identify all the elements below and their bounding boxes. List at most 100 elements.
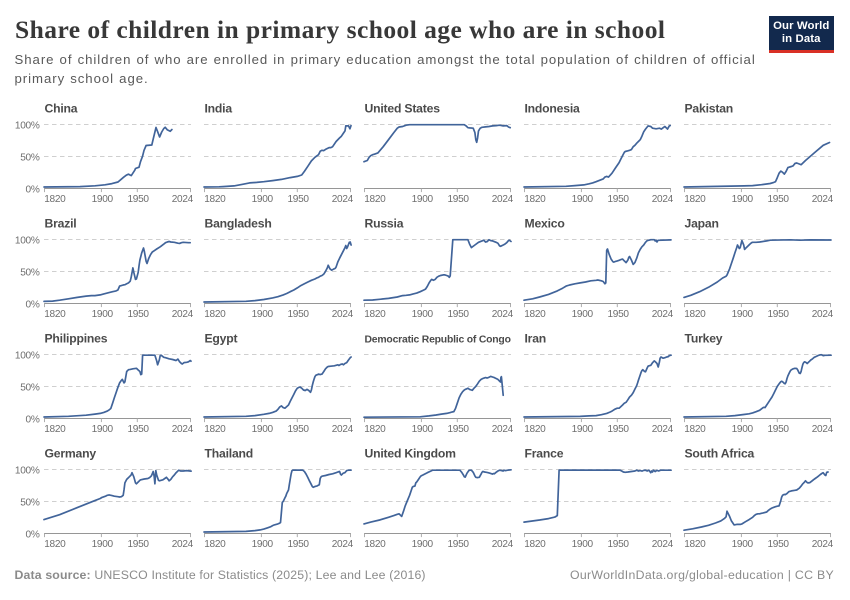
svg-text:1950: 1950	[127, 309, 149, 320]
svg-text:1950: 1950	[607, 539, 629, 550]
svg-text:1820: 1820	[44, 309, 66, 320]
svg-text:Egypt: Egypt	[205, 332, 238, 346]
svg-text:1950: 1950	[127, 194, 149, 205]
svg-text:Japan: Japan	[685, 217, 719, 231]
svg-text:Pakistan: Pakistan	[685, 102, 734, 116]
svg-text:1950: 1950	[767, 424, 789, 435]
svg-text:1820: 1820	[44, 424, 66, 435]
svg-text:Bangladesh: Bangladesh	[205, 217, 272, 231]
svg-text:1820: 1820	[684, 309, 706, 320]
svg-text:1900: 1900	[92, 424, 114, 435]
svg-text:Russia: Russia	[365, 217, 404, 231]
svg-text:1820: 1820	[684, 539, 706, 550]
svg-text:Turkey: Turkey	[685, 332, 723, 346]
svg-text:1820: 1820	[204, 424, 226, 435]
svg-text:1950: 1950	[607, 309, 629, 320]
svg-text:1820: 1820	[524, 424, 546, 435]
svg-text:2024: 2024	[172, 539, 194, 550]
svg-text:1900: 1900	[412, 424, 434, 435]
svg-text:China: China	[45, 102, 78, 116]
svg-text:1820: 1820	[684, 194, 706, 205]
svg-text:1820: 1820	[364, 309, 386, 320]
svg-text:0%: 0%	[26, 415, 40, 426]
svg-text:2024: 2024	[332, 539, 354, 550]
svg-text:2024: 2024	[652, 194, 674, 205]
svg-text:France: France	[525, 447, 564, 461]
svg-text:1820: 1820	[524, 539, 546, 550]
svg-text:South Africa: South Africa	[685, 447, 755, 461]
svg-text:1820: 1820	[684, 424, 706, 435]
svg-text:Iran: Iran	[525, 332, 547, 346]
svg-text:1900: 1900	[252, 539, 274, 550]
svg-text:1950: 1950	[287, 309, 309, 320]
svg-text:1950: 1950	[287, 424, 309, 435]
svg-text:1900: 1900	[92, 539, 114, 550]
svg-text:Brazil: Brazil	[45, 217, 77, 231]
svg-text:Democratic Republic of Congo: Democratic Republic of Congo	[365, 335, 511, 346]
svg-text:1900: 1900	[572, 309, 594, 320]
svg-text:2024: 2024	[332, 309, 354, 320]
svg-text:1820: 1820	[524, 309, 546, 320]
svg-text:1820: 1820	[524, 194, 546, 205]
svg-text:50%: 50%	[20, 498, 40, 509]
svg-text:2024: 2024	[332, 424, 354, 435]
svg-text:Germany: Germany	[45, 447, 97, 461]
svg-text:2024: 2024	[492, 424, 514, 435]
svg-text:Thailand: Thailand	[205, 447, 254, 461]
svg-text:2024: 2024	[492, 539, 514, 550]
svg-text:United States: United States	[365, 102, 441, 116]
svg-text:1900: 1900	[412, 194, 434, 205]
svg-text:50%: 50%	[20, 153, 40, 164]
svg-text:2024: 2024	[172, 309, 194, 320]
svg-text:50%: 50%	[20, 268, 40, 279]
svg-text:1950: 1950	[767, 194, 789, 205]
svg-text:2024: 2024	[492, 309, 514, 320]
svg-text:1900: 1900	[732, 194, 754, 205]
svg-text:1820: 1820	[44, 194, 66, 205]
svg-text:2024: 2024	[492, 194, 514, 205]
svg-text:1820: 1820	[204, 194, 226, 205]
svg-text:1950: 1950	[607, 424, 629, 435]
svg-text:1900: 1900	[412, 539, 434, 550]
svg-text:1820: 1820	[204, 539, 226, 550]
svg-text:2024: 2024	[652, 309, 674, 320]
svg-text:1900: 1900	[92, 194, 114, 205]
svg-text:1820: 1820	[204, 309, 226, 320]
svg-text:1820: 1820	[364, 424, 386, 435]
svg-text:United Kingdom: United Kingdom	[365, 447, 457, 461]
svg-text:100%: 100%	[15, 121, 40, 132]
svg-text:50%: 50%	[20, 383, 40, 394]
svg-text:2024: 2024	[812, 309, 834, 320]
svg-text:1950: 1950	[127, 539, 149, 550]
svg-text:1900: 1900	[252, 309, 274, 320]
svg-text:1900: 1900	[732, 539, 754, 550]
svg-text:2024: 2024	[172, 194, 194, 205]
svg-text:1900: 1900	[572, 194, 594, 205]
svg-text:1950: 1950	[607, 194, 629, 205]
svg-text:1900: 1900	[92, 309, 114, 320]
svg-text:1950: 1950	[767, 539, 789, 550]
svg-text:1950: 1950	[287, 539, 309, 550]
svg-text:1950: 1950	[447, 194, 469, 205]
svg-text:1950: 1950	[447, 539, 469, 550]
svg-text:Indonesia: Indonesia	[525, 102, 581, 116]
svg-text:1900: 1900	[732, 309, 754, 320]
svg-text:India: India	[205, 102, 233, 116]
svg-text:1950: 1950	[447, 424, 469, 435]
svg-text:1900: 1900	[572, 424, 594, 435]
svg-text:1950: 1950	[287, 194, 309, 205]
svg-text:Mexico: Mexico	[525, 217, 565, 231]
svg-text:1900: 1900	[252, 424, 274, 435]
svg-text:2024: 2024	[812, 194, 834, 205]
svg-text:1900: 1900	[572, 539, 594, 550]
svg-text:1820: 1820	[44, 539, 66, 550]
svg-text:2024: 2024	[812, 424, 834, 435]
svg-text:100%: 100%	[15, 466, 40, 477]
svg-text:1950: 1950	[447, 309, 469, 320]
svg-text:2024: 2024	[812, 539, 834, 550]
svg-text:1950: 1950	[127, 424, 149, 435]
svg-text:100%: 100%	[15, 351, 40, 362]
svg-text:1900: 1900	[252, 194, 274, 205]
svg-text:1820: 1820	[364, 194, 386, 205]
svg-text:1950: 1950	[767, 309, 789, 320]
